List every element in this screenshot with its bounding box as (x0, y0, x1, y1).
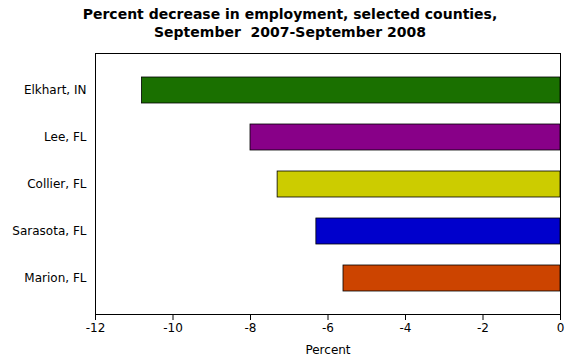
svg-text:-12: -12 (86, 321, 106, 335)
svg-text:-10: -10 (163, 321, 183, 335)
svg-text:-6: -6 (322, 321, 334, 335)
svg-text:Elkhart, IN: Elkhart, IN (24, 83, 87, 97)
svg-text:-4: -4 (400, 321, 412, 335)
html-text:Percent decrease in employment: Percent decrease in employment, selected… (82, 6, 498, 40)
svg-text:-2: -2 (477, 321, 489, 335)
svg-text:Lee, FL: Lee, FL (44, 130, 87, 144)
svg-text:Percent: Percent (305, 343, 350, 357)
svg-text:0: 0 (557, 321, 565, 335)
svg-text:Collier, FL: Collier, FL (27, 177, 87, 191)
svg-text:Marion, FL: Marion, FL (24, 271, 86, 285)
svg-text:Sarasota, FL: Sarasota, FL (12, 224, 86, 238)
svg-text:-8: -8 (245, 321, 257, 335)
